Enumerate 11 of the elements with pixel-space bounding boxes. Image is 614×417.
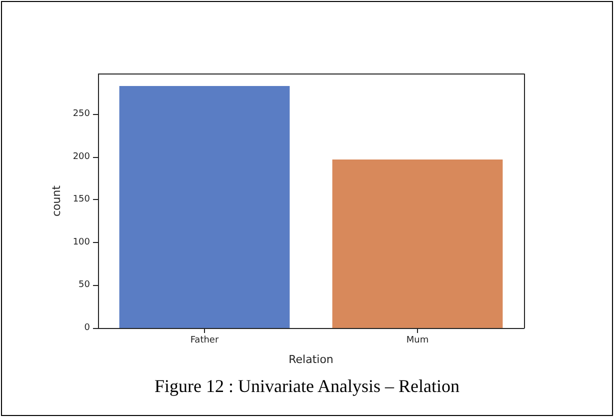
y-tick-label: 200	[72, 152, 90, 162]
y-axis-title: count	[50, 184, 63, 217]
y-tick-label: 0	[84, 323, 90, 333]
y-tick-label: 250	[72, 109, 90, 120]
x-tick-label: Father	[190, 336, 219, 346]
caption: Figure 12 : Univariate Analysis – Relation	[154, 376, 460, 397]
x-axis-title: Relation	[288, 353, 334, 366]
x-tick-label: Mum	[406, 336, 429, 346]
y-tick-label: 50	[78, 280, 90, 290]
y-tick-label: 150	[72, 194, 90, 205]
y-tick-label: 100	[72, 237, 90, 248]
